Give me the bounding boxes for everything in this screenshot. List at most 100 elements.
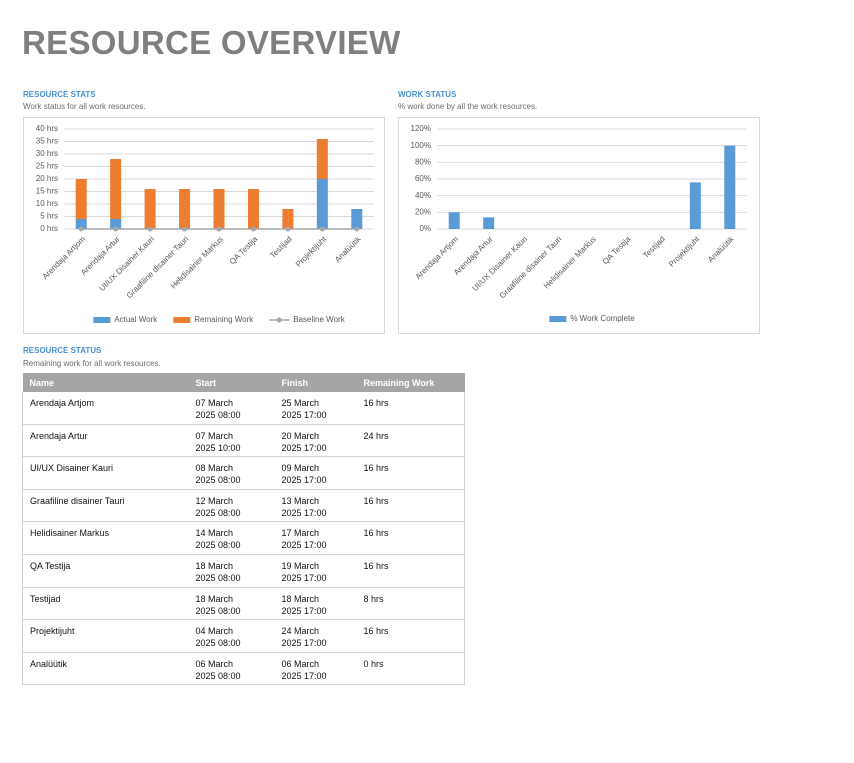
table-cell: 0 hrs	[356, 652, 465, 686]
legend-label: Remaining Work	[194, 315, 254, 324]
y-tick-label: 40 hrs	[36, 124, 58, 133]
bar	[144, 189, 156, 229]
legend: % Work Complete	[549, 314, 635, 323]
table-row: QA Testija 18 March 2025 08:00 19 March 20…	[22, 554, 465, 588]
table-cell: 18 March 2025 08:00	[188, 554, 275, 588]
table-row: Analüütik 06 March 2025 08:00 06 March 202…	[22, 652, 465, 686]
table-row: Projektijuht 04 March 2025 08:00 24 March …	[22, 619, 465, 653]
table-cell: 8 hrs	[356, 587, 465, 621]
table-cell: 16 hrs	[356, 554, 465, 588]
table-cell: Arendaja Artjom	[22, 392, 189, 425]
y-tick-label: 20%	[415, 207, 431, 216]
table-cell: 07 March 2025 08:00	[188, 392, 275, 425]
bar	[316, 139, 328, 179]
table-cell: 16 hrs	[356, 392, 465, 425]
y-tick-label: 5 hrs	[40, 212, 58, 221]
table-cell: Testijad	[22, 587, 189, 621]
table-cell: 18 March 2025 08:00	[188, 587, 275, 621]
x-tick-label: Analüütik	[706, 234, 736, 264]
baseline-point	[250, 226, 256, 232]
y-tick-label: 40%	[415, 191, 431, 200]
x-tick-label: Graafiline disainer Tauri	[125, 234, 191, 300]
table-cell: 18 March 2025 17:00	[274, 587, 357, 621]
legend-label: % Work Complete	[570, 314, 635, 323]
section-subtitle: Work status for all work resources.	[23, 102, 146, 111]
table-cell: Projektijuht	[22, 619, 189, 653]
y-tick-label: 35 hrs	[36, 137, 58, 146]
table-cell: 16 hrs	[356, 619, 465, 653]
table-cell: 24 March 2025 17:00	[274, 619, 357, 653]
section-subtitle: % work done by all the work resources.	[398, 102, 538, 111]
table-cell: 17 March 2025 17:00	[274, 521, 357, 555]
baseline-point	[147, 226, 153, 232]
table-cell: 20 March 2025 17:00	[274, 424, 357, 458]
x-tick-label: Testijad	[641, 235, 667, 261]
baseline-point	[319, 226, 325, 232]
legend-swatch	[173, 317, 191, 323]
table-cell: 09 March 2025 17:00	[274, 456, 357, 490]
table-row: UI/UX Disainer Kauri 08 March 2025 08:00 0…	[22, 456, 465, 490]
table-cell: UI/UX Disainer Kauri	[22, 456, 189, 490]
legend-swatch	[276, 317, 282, 323]
y-tick-label: 120%	[411, 124, 431, 133]
y-tick-label: 20 hrs	[36, 174, 58, 183]
y-tick-label: 0%	[419, 224, 431, 233]
bar	[110, 159, 122, 219]
table-cell: 25 March 2025 17:00	[274, 392, 357, 425]
legend-swatch	[549, 316, 567, 322]
table-cell: 16 hrs	[356, 489, 465, 523]
x-tick-label: Arendaja Artjom	[414, 234, 461, 281]
section-title: RESOURCE STATUS	[23, 346, 102, 355]
table-cell: 24 hrs	[356, 424, 465, 458]
bar	[316, 179, 328, 229]
legend-swatch	[93, 317, 111, 323]
bar	[213, 189, 225, 229]
x-tick-label: QA Testija	[228, 234, 260, 266]
bar	[689, 182, 701, 229]
section-title: WORK STATUS	[398, 90, 457, 99]
legend-label: Actual Work	[114, 315, 158, 324]
table-row: Helidisainer Markus 14 March 2025 08:00 17…	[22, 521, 465, 555]
baseline-point	[182, 226, 188, 232]
y-tick-label: 25 hrs	[36, 162, 58, 171]
table-cell: Helidisainer Markus	[22, 521, 189, 555]
x-tick-label: Arendaja Artjom	[41, 234, 88, 281]
table-cell: 13 March 2025 17:00	[274, 489, 357, 523]
bar	[247, 189, 259, 229]
table-header: Name Start Finish Remaining Work	[22, 373, 465, 392]
column-header: Start	[188, 373, 275, 392]
legend: Actual Work Remaining Work Baseline Work	[93, 315, 346, 324]
y-tick-label: 30 hrs	[36, 149, 58, 158]
table-row: Arendaja Artjom 07 March 2025 08:00 25 Mar…	[22, 392, 465, 425]
table-cell: 07 March 2025 10:00	[188, 424, 275, 458]
x-tick-label: Testijad	[268, 235, 294, 261]
table-cell: 08 March 2025 08:00	[188, 456, 275, 490]
table-row: Graafiline disainer Tauri 12 March 2025 0…	[22, 489, 465, 523]
baseline-point	[113, 226, 119, 232]
legend-label: Baseline Work	[293, 315, 345, 324]
x-tick-label: QA Testija	[601, 234, 633, 266]
column-header: Remaining Work	[356, 373, 465, 392]
bar	[110, 219, 122, 229]
y-tick-label: 100%	[411, 141, 431, 150]
resource-stats-chart: 0 hrs 5 hrs 10 hrs 15 hrs 20 hrs 25 hrs 30 hrs…	[23, 117, 385, 334]
table-cell: Analüütik	[22, 652, 189, 686]
report-title: RESOURCE OVERVIEW	[22, 24, 401, 61]
section-title: RESOURCE STATS	[23, 90, 96, 99]
bar	[448, 212, 460, 229]
resource-status-table: Name Start Finish Remaining Work Arendaja A…	[22, 373, 465, 686]
table-cell: 19 March 2025 17:00	[274, 554, 357, 588]
baseline-point	[78, 226, 84, 232]
table-cell: 16 hrs	[356, 521, 465, 555]
table-cell: 16 hrs	[356, 456, 465, 490]
table-cell: 04 March 2025 08:00	[188, 619, 275, 653]
table-cell: QA Testija	[22, 554, 189, 588]
bar	[483, 217, 495, 229]
y-tick-label: 60%	[415, 174, 431, 183]
table-row: Testijad 18 March 2025 08:00 18 March 2025…	[22, 587, 465, 621]
table-cell: 06 March 2025 17:00	[274, 652, 357, 686]
baseline-point	[285, 226, 291, 232]
y-tick-label: 10 hrs	[36, 199, 58, 208]
bar	[75, 179, 87, 219]
